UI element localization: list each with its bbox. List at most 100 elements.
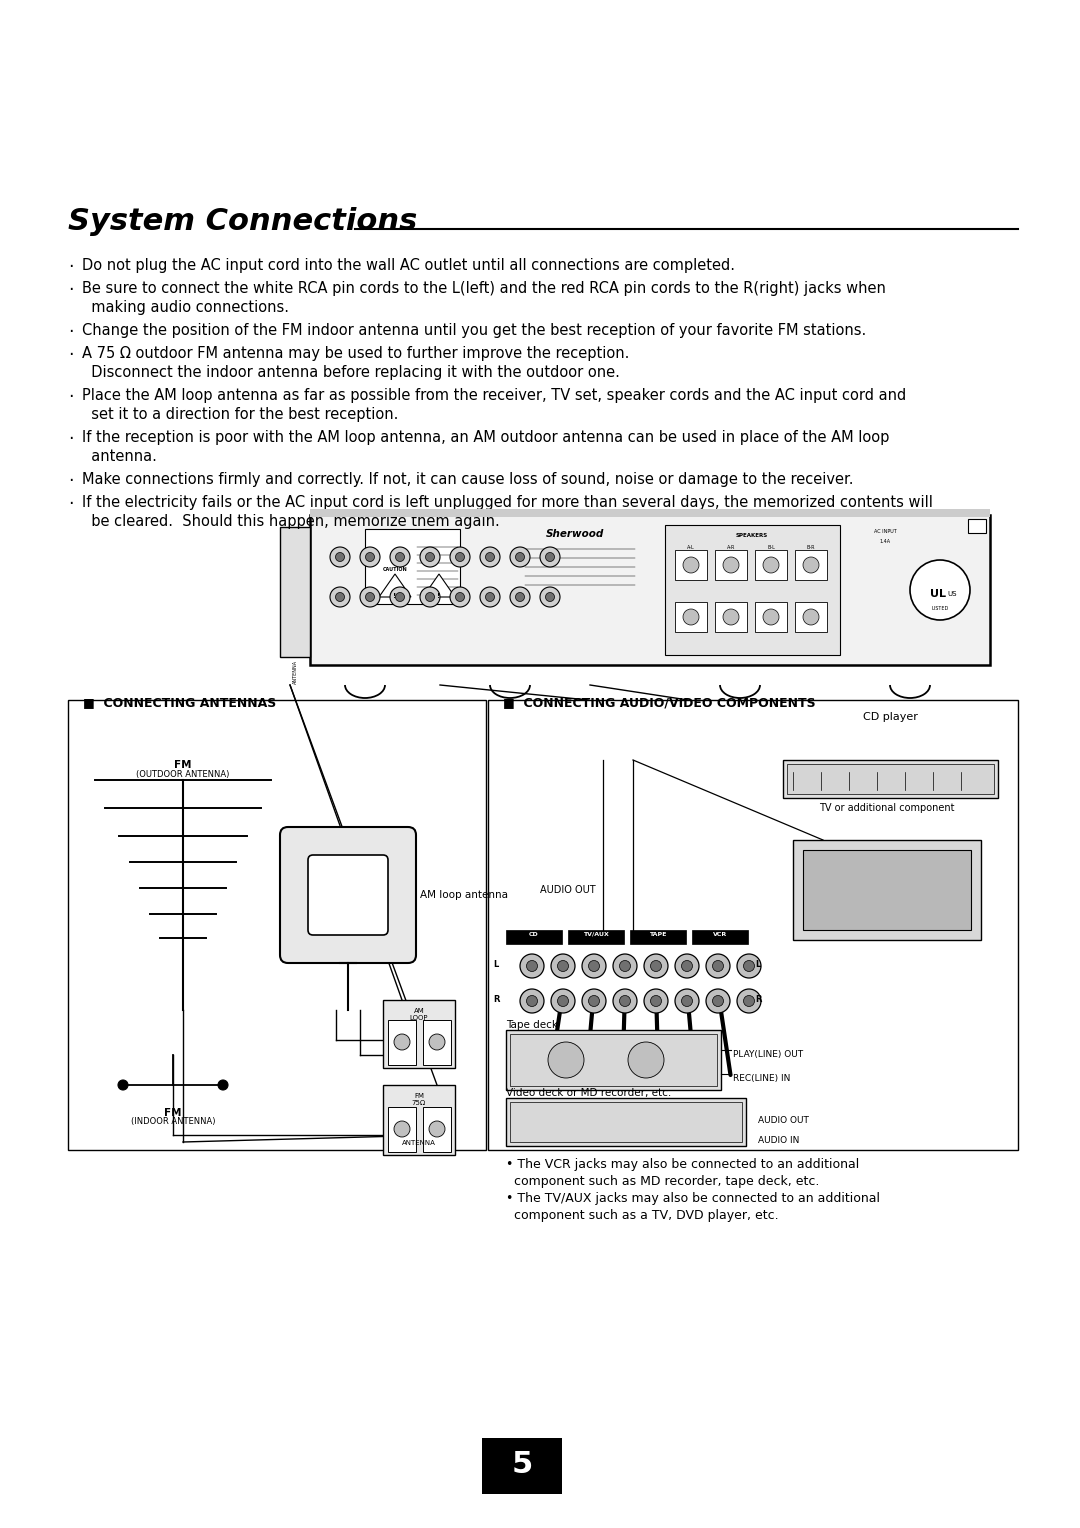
Bar [675, 550, 707, 581]
Text: OUT: OUT [665, 946, 675, 950]
Text: Disconnect the indoor antenna before replacing it with the outdoor one.: Disconnect the indoor antenna before rep… [82, 365, 620, 380]
Bar [787, 764, 994, 795]
Text: Be sure to connect the white RCA pin cords to the L(left) and the red RCA pin co: Be sure to connect the white RCA pin cor… [82, 281, 886, 296]
Circle shape [540, 587, 561, 607]
Circle shape [910, 559, 970, 620]
Text: IN: IN [704, 946, 710, 950]
Bar [482, 1438, 562, 1494]
Text: A-L: A-L [687, 545, 694, 550]
Circle shape [519, 989, 544, 1013]
Bar [665, 526, 840, 656]
FancyBboxPatch shape [280, 827, 416, 963]
Circle shape [394, 1034, 410, 1050]
Text: B-L: B-L [767, 545, 775, 550]
Bar [68, 700, 486, 1151]
Text: L: L [755, 960, 760, 969]
Bar [383, 999, 455, 1068]
Circle shape [429, 1122, 445, 1137]
Bar [715, 550, 747, 581]
Circle shape [429, 1034, 445, 1050]
Text: FM: FM [164, 1108, 181, 1118]
Circle shape [548, 1042, 584, 1077]
Bar [507, 1099, 746, 1146]
Bar [568, 931, 624, 944]
Bar [510, 1102, 742, 1141]
Text: R: R [492, 995, 499, 1004]
Circle shape [683, 558, 699, 573]
Bar [388, 1106, 416, 1152]
Bar [507, 931, 562, 944]
Text: antenna.: antenna. [82, 449, 157, 465]
Text: VCR: VCR [713, 932, 727, 937]
Bar [365, 529, 460, 604]
Bar [280, 527, 310, 657]
Circle shape [650, 996, 661, 1007]
Text: FM: FM [174, 759, 192, 770]
Circle shape [723, 558, 739, 573]
Text: AUDIO OUT: AUDIO OUT [758, 1115, 809, 1125]
Text: TV or additional component: TV or additional component [820, 804, 955, 813]
Text: ·: · [68, 472, 73, 490]
Bar [968, 520, 986, 533]
Circle shape [804, 610, 819, 625]
Text: ■  CONNECTING ANTENNAS: ■ CONNECTING ANTENNAS [83, 695, 276, 709]
Bar [488, 700, 1018, 1151]
Text: SPEAKERS: SPEAKERS [735, 533, 768, 538]
Text: R: R [755, 995, 761, 1004]
Bar [310, 515, 990, 665]
Circle shape [456, 553, 464, 561]
Text: Video deck or MD recorder, etc.: Video deck or MD recorder, etc. [507, 1088, 672, 1099]
Text: AUDIO IN: AUDIO IN [758, 1135, 799, 1144]
Bar [310, 509, 990, 516]
Circle shape [480, 587, 500, 607]
Text: OUT: OUT [603, 946, 613, 950]
Text: • The TV/AUX jacks may also be connected to an additional: • The TV/AUX jacks may also be connected… [507, 1192, 880, 1206]
Text: ·: · [68, 345, 73, 364]
Text: (INDOOR ANTENNA): (INDOOR ANTENNA) [131, 1117, 215, 1126]
Circle shape [426, 553, 434, 561]
Circle shape [426, 593, 434, 602]
Text: ·: · [68, 495, 73, 513]
Bar [675, 602, 707, 633]
Circle shape [644, 953, 669, 978]
Circle shape [394, 1122, 410, 1137]
Circle shape [527, 961, 538, 972]
Bar [507, 1030, 721, 1089]
Text: AM
LOOP: AM LOOP [409, 1008, 429, 1021]
Circle shape [804, 558, 819, 573]
Circle shape [620, 961, 631, 972]
Bar [423, 1106, 451, 1152]
Circle shape [390, 547, 410, 567]
Circle shape [486, 553, 495, 561]
Circle shape [551, 989, 575, 1013]
Text: AC INPUT: AC INPUT [874, 529, 896, 533]
Text: Sherwood: Sherwood [545, 529, 604, 539]
Circle shape [545, 553, 554, 561]
Circle shape [762, 558, 779, 573]
Bar [804, 850, 971, 931]
Circle shape [582, 989, 606, 1013]
Text: • The VCR jacks may also be connected to an additional: • The VCR jacks may also be connected to… [507, 1158, 860, 1170]
Text: IN: IN [580, 946, 585, 950]
Circle shape [450, 587, 470, 607]
Circle shape [420, 547, 440, 567]
Text: CD player: CD player [863, 712, 918, 723]
Circle shape [450, 547, 470, 567]
Text: Place the AM loop antenna as far as possible from the receiver, TV set, speaker : Place the AM loop antenna as far as poss… [82, 388, 906, 403]
Text: A 75 Ω outdoor FM antenna may be used to further improve the reception.: A 75 Ω outdoor FM antenna may be used to… [82, 345, 630, 361]
Circle shape [390, 587, 410, 607]
Text: CD: CD [529, 932, 539, 937]
Circle shape [551, 953, 575, 978]
Circle shape [519, 953, 544, 978]
Text: making audio connections.: making audio connections. [82, 299, 289, 315]
Bar [793, 840, 981, 940]
Text: PLAY(LINE) OUT: PLAY(LINE) OUT [733, 1050, 804, 1059]
Text: B-R: B-R [807, 545, 815, 550]
Circle shape [527, 996, 538, 1007]
Circle shape [706, 989, 730, 1013]
Text: IN: IN [518, 946, 524, 950]
Bar [755, 550, 787, 581]
Circle shape [545, 593, 554, 602]
Circle shape [681, 996, 692, 1007]
Bar [783, 759, 998, 798]
